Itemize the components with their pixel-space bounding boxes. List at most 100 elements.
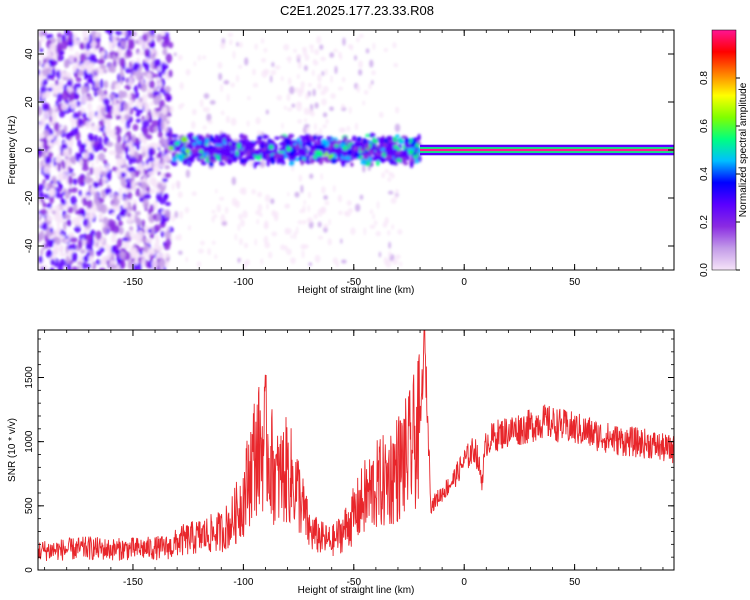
spectrogram-noise-blob (38, 30, 44, 38)
spectrogram-faint-blob (375, 231, 381, 237)
spectrogram-noise-blob (148, 112, 153, 121)
spectrogram-band-blob (226, 144, 232, 148)
spectrogram-band-blob (318, 157, 324, 165)
spectrogram-noise-blob (47, 249, 52, 258)
spectrogram-noise-blob (165, 132, 171, 138)
spectrogram-faint-blob (227, 32, 234, 37)
spectrogram-band-blob (316, 136, 321, 142)
snr-x-axis-label: Height of straight line (km) (298, 585, 415, 596)
spectrogram-noise-blob (54, 79, 59, 86)
snr-x-ticks: -150 -100 -50 0 50 (44, 330, 664, 588)
spectrogram-band-blob (350, 144, 355, 149)
spectrogram-band-blob (305, 138, 312, 143)
spectrogram-faint-blob (372, 213, 375, 220)
spectrogram-faint-blob (257, 191, 262, 198)
spectrogram-noise-blob (60, 40, 68, 50)
spectrogram-noise-blob (164, 209, 171, 218)
spectrogram-faint-blob (367, 166, 371, 172)
spectrogram-faint-blob (347, 44, 354, 49)
spectrogram-faint-blob (191, 120, 196, 129)
spectrogram-noise-blob (160, 120, 165, 131)
spectrogram-faint-blob (270, 69, 277, 76)
spectrogram-noise-blob (87, 102, 92, 111)
spectrogram-faint-blob (271, 62, 275, 68)
spectrogram-band-blob (289, 157, 295, 162)
spectrogram-noise-blob (85, 120, 90, 130)
spectrogram-noise-blob (89, 186, 96, 194)
spectrogram-faint-blob (199, 99, 204, 108)
spectrogram-noise-blob (44, 234, 48, 243)
spectrogram-noise-blob (145, 238, 153, 244)
spectrogram-noise-blob (38, 213, 42, 218)
spectrogram-faint-blob (329, 52, 335, 58)
spectrogram-noise-blob (38, 261, 41, 270)
spectrogram-noise-blob (155, 142, 162, 149)
spectrogram-band-blob (359, 147, 366, 152)
spectrogram-faint-blob (237, 257, 241, 264)
spectrogram-faint-blob (295, 54, 302, 59)
spectrogram-noise-blob (41, 78, 48, 86)
spectrogram-noise-blob (40, 266, 46, 270)
spectrogram-noise-blob (63, 60, 69, 69)
spectrogram-band-blob (286, 146, 291, 152)
spectrogram-band-blob (278, 147, 284, 152)
spectrogram-faint-blob (359, 194, 364, 200)
spectrogram-noise-blob (104, 164, 110, 173)
spectrogram-noise-blob (56, 32, 62, 38)
spectrogram-noise-blob (70, 187, 78, 193)
spectrogram-noise-blob (123, 239, 130, 250)
spectrogram-faint-blob (328, 218, 331, 226)
spectrogram-faint-blob (325, 118, 329, 125)
spectrogram-noise-blob (151, 119, 159, 128)
spectrogram-band-blob (171, 160, 178, 167)
spectrogram-band-blob (246, 149, 252, 157)
spectrogram-faint-blob (333, 48, 338, 53)
spectrogram-noise-blob (47, 73, 53, 80)
spectrogram-noise-blob (111, 212, 116, 217)
spectrogram-y-tick-label: 40 (24, 48, 35, 60)
spectrogram-noise-blob (63, 214, 71, 220)
spectrogram-band-blob (394, 151, 401, 155)
spectrogram-panel: -150 -100 -50 0 50 -40 -20 0 20 40 Height of str… (7, 29, 675, 296)
spectrogram-band-blob (187, 145, 194, 150)
figure-title: C2E1.2025.177.23.33.R08 (280, 3, 434, 18)
spectrogram-faint-blob (219, 196, 225, 201)
spectrogram-noise-blob (70, 90, 75, 96)
spectrogram-noise-blob (71, 251, 78, 262)
spectrogram-noise-blob (93, 192, 99, 201)
spectrogram-noise-blob (90, 40, 97, 48)
spectrogram-noise-blob (95, 31, 101, 38)
spectrogram-faint-blob (209, 100, 216, 105)
spectrogram-band-blob (326, 136, 332, 140)
spectrogram-noise-blob (111, 129, 117, 134)
spectrogram-band-blob (342, 145, 348, 151)
spectrogram-noise-blob (162, 177, 168, 183)
spectrogram-noise-blob (49, 195, 55, 204)
spectrogram-noise-blob (79, 53, 87, 63)
spectrogram-noise-blob (163, 120, 168, 131)
snr-y-tick-label: 500 (24, 497, 35, 514)
spectrogram-faint-blob (281, 122, 284, 129)
spectrogram-noise-blob (38, 184, 45, 191)
spectrogram-noise-blob (120, 40, 126, 48)
spectrogram-noise-blob (140, 189, 148, 195)
spectrogram-faint-blob (297, 220, 304, 225)
spectrogram-band-blob (174, 141, 180, 146)
spectrogram-faint-blob (378, 111, 384, 118)
spectrogram-faint-blob (381, 172, 386, 179)
spectrogram-faint-blob (314, 102, 319, 109)
spectrogram-noise-blob (38, 200, 42, 206)
spectrogram-noise-blob (68, 95, 74, 101)
spectrogram-faint-blob (322, 124, 327, 129)
spectrogram-noise-blob (56, 129, 64, 136)
snr-background (38, 330, 674, 570)
spectrogram-noise-blob (163, 194, 168, 201)
spectrogram-noise-blob (81, 112, 87, 119)
spectrogram-noise-blob (49, 115, 53, 123)
spectrogram-faint-blob (216, 204, 221, 213)
spectrogram-band-blob (301, 142, 307, 149)
spectrogram-faint-blob (236, 41, 239, 47)
spectrogram-noise-blob (98, 197, 105, 204)
spectrogram-noise-blob (38, 255, 43, 264)
